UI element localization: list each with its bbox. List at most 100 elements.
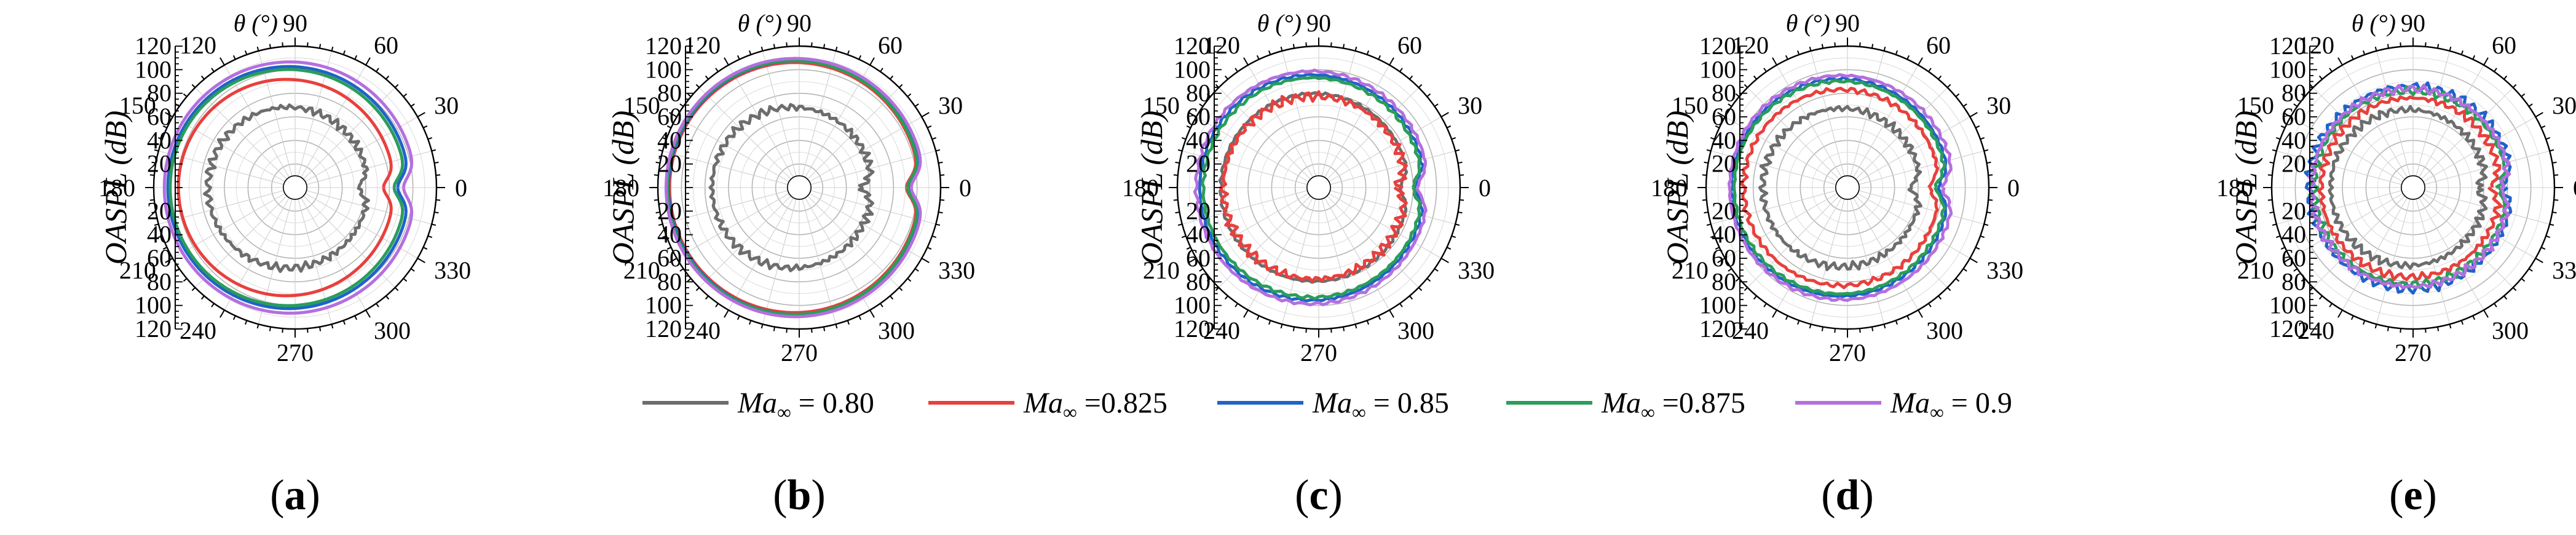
angle-tick	[1906, 315, 1910, 320]
angle-tick	[2280, 247, 2285, 250]
angle-label-120: 120	[684, 31, 721, 59]
oaspl-tick-label: 40	[147, 126, 172, 154]
angle-tick	[1717, 112, 1726, 117]
curve-c-series-4	[1193, 68, 1428, 307]
oaspl-tick-label: 80	[147, 268, 172, 295]
angle-tick	[331, 323, 334, 329]
oaspl-tick-label: 60	[2282, 244, 2306, 272]
angle-label-120: 120	[1732, 31, 1769, 59]
grid-spoke	[1857, 116, 1970, 182]
curve-a-series-2	[166, 65, 408, 311]
oaspl-tick-label: 20	[1186, 197, 1211, 224]
theta-label: θ (°)	[1786, 9, 1830, 37]
grid-spoke	[158, 190, 284, 225]
angle-tick	[1763, 303, 1767, 307]
angle-label-0: 0	[959, 174, 971, 202]
angle-tick	[376, 68, 379, 73]
angle-label-90: 90	[2401, 9, 2425, 37]
angle-label-240: 240	[684, 317, 721, 344]
angle-label-240: 240	[1732, 317, 1769, 344]
angle-tick	[2272, 223, 2277, 226]
angle-tick	[2374, 46, 2377, 52]
grid-spoke	[662, 150, 788, 185]
angle-tick	[1744, 84, 1748, 89]
oaspl-tick-label: 60	[147, 103, 172, 130]
angle-tick	[662, 235, 667, 238]
angle-tick	[773, 327, 776, 331]
angle-label-180: 180	[603, 174, 639, 202]
angle-label-30: 30	[1986, 92, 2011, 119]
angle-tick	[2363, 320, 2366, 325]
grid-spoke	[1327, 87, 1420, 180]
grid-spoke	[1281, 199, 1316, 325]
angle-tick	[1883, 46, 1886, 52]
oaspl-tick-label: 80	[2282, 268, 2306, 295]
legend-item-4: Ma∞ = 0.9	[1795, 387, 2012, 423]
angle-tick	[394, 84, 399, 89]
angle-tick	[1399, 68, 1403, 73]
angle-tick	[1268, 50, 1271, 55]
grid-spoke	[1710, 190, 1836, 225]
angle-tick	[256, 46, 259, 52]
angle-tick	[931, 235, 937, 238]
oaspl-tick-label: 120	[645, 32, 682, 60]
angle-tick	[1715, 125, 1720, 129]
angle-tick	[1980, 235, 1985, 238]
angle-tick	[1753, 295, 1757, 300]
angle-tick	[1280, 323, 1283, 329]
angle-tick	[1418, 287, 1423, 291]
angle-tick	[869, 57, 875, 66]
angle-label-60: 60	[878, 31, 903, 59]
angle-tick	[2494, 68, 2497, 73]
legend-item-3: Ma∞ =0.875	[1506, 387, 1745, 423]
angle-tick	[786, 328, 788, 333]
angle-tick	[1946, 84, 1951, 89]
angle-tick	[1918, 57, 1923, 66]
grid-spoke	[1850, 50, 1885, 176]
angle-tick	[354, 315, 358, 320]
angle-label-270: 270	[781, 339, 818, 367]
angle-tick	[1710, 235, 1715, 238]
oaspl-tick-label: 40	[2282, 126, 2306, 154]
angle-tick	[1175, 211, 1180, 214]
angle-tick	[1188, 112, 1197, 117]
angle-tick	[935, 149, 941, 152]
angle-tick	[2552, 211, 2557, 214]
angle-tick	[2329, 68, 2333, 73]
angle-tick	[2503, 295, 2508, 300]
grid-spoke	[1329, 116, 1442, 182]
grid-spoke	[762, 50, 797, 176]
angle-tick	[1426, 278, 1431, 282]
angle-tick	[342, 320, 346, 325]
angle-tick	[921, 258, 930, 263]
angle-tick	[1715, 247, 1720, 250]
angle-label-60: 60	[1926, 31, 1951, 59]
angle-tick	[2483, 309, 2489, 318]
angle-tick	[914, 268, 919, 272]
angle-tick	[2269, 211, 2274, 214]
angle-label-180: 180	[98, 174, 135, 202]
grid-spoke	[1329, 193, 1442, 259]
angle-tick	[2541, 125, 2546, 129]
angle-tick	[666, 125, 671, 129]
oaspl-tick-label: 100	[645, 291, 682, 319]
grid-spoke	[802, 199, 837, 325]
angle-tick	[2329, 303, 2333, 307]
angle-tick	[1871, 44, 1874, 49]
angle-tick	[1455, 149, 1460, 152]
angle-label-150: 150	[119, 92, 156, 119]
angle-labels: 0 30 60 90θ (°) 120 150 180 210 240 270 300 330	[98, 9, 471, 367]
angle-tick	[427, 137, 433, 140]
angle-tick	[1206, 278, 1211, 282]
angle-tick	[724, 309, 729, 318]
angle-tick	[2494, 303, 2497, 307]
curve-d-series-3	[1732, 79, 1946, 296]
oaspl-tick-label: 120	[2269, 315, 2306, 343]
angle-tick	[2350, 315, 2354, 320]
angle-tick	[1177, 223, 1183, 226]
angle-tick	[1710, 137, 1715, 140]
grid-spoke	[1725, 193, 1838, 259]
